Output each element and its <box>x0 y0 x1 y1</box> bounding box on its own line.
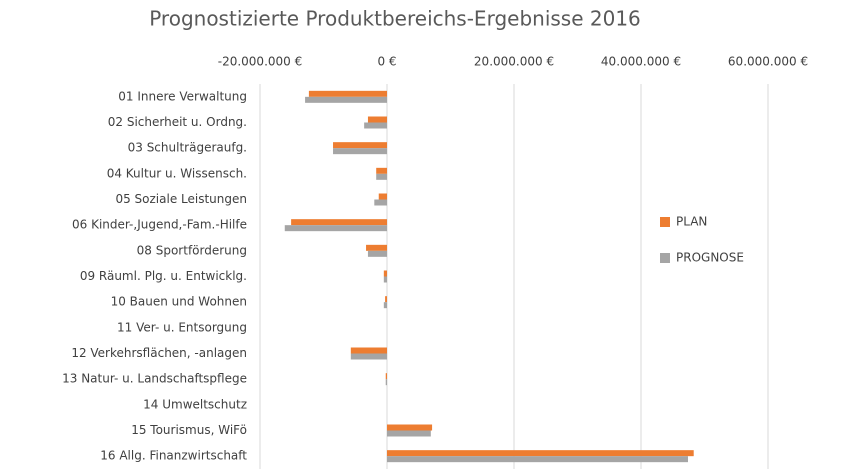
y-tick-label: 04 Kultur u. Wissensch. <box>107 166 247 180</box>
x-tick-label: -20.000.000 € <box>218 55 303 69</box>
y-tick-label: 02 Sicherheit u. Ordng. <box>108 115 247 129</box>
bar <box>385 296 387 303</box>
bar <box>308 90 387 97</box>
bar <box>333 142 387 149</box>
y-tick-label: 16 Allg. Finanzwirtschaft <box>100 449 247 463</box>
bar <box>291 219 387 226</box>
y-tick-label: 14 Umweltschutz <box>143 397 247 411</box>
x-tick-label: 60.000.000 € <box>728 55 808 69</box>
y-tick-label: 03 Schulträgeraufg. <box>128 141 247 155</box>
bar <box>385 373 387 380</box>
x-tick-label: 40.000.000 € <box>601 55 681 69</box>
y-tick-label: 12 Verkehrsflächen, -anlagen <box>71 346 247 360</box>
bar <box>383 276 387 283</box>
bar <box>366 244 387 251</box>
bar <box>367 116 387 123</box>
legend-swatch <box>660 217 670 227</box>
bar <box>383 302 387 309</box>
bar <box>387 456 688 463</box>
x-tick-label: 20.000.000 € <box>474 55 554 69</box>
y-tick-label: 05 Soziale Leistungen <box>115 192 247 206</box>
bar <box>376 173 387 180</box>
bar <box>284 225 387 232</box>
bar <box>367 250 387 257</box>
x-tick-label: 0 € <box>377 55 396 69</box>
y-tick-label: 08 Sportförderung <box>137 243 247 257</box>
chart-title: Prognostizierte Produktbereichs-Ergebnis… <box>149 7 641 31</box>
bar <box>385 379 387 386</box>
y-tick-label: 01 Innere Verwaltung <box>118 89 247 103</box>
bar <box>333 148 387 155</box>
bar <box>387 430 431 437</box>
y-tick-label: 11 Ver- u. Entsorgung <box>117 320 247 334</box>
y-tick-label: 10 Bauen und Wohnen <box>111 295 247 309</box>
bar <box>387 424 433 431</box>
y-tick-label: 15 Tourismus, WiFö <box>131 423 247 437</box>
legend-label: PROGNOSE <box>676 251 744 265</box>
bar <box>383 270 387 277</box>
bar <box>378 193 387 200</box>
legend-label: PLAN <box>676 215 707 229</box>
y-tick-label: 13 Natur- u. Landschaftspflege <box>62 372 247 386</box>
bar <box>350 353 387 360</box>
bar <box>387 450 694 457</box>
bar <box>374 199 387 206</box>
legend-swatch <box>660 253 670 263</box>
bar <box>350 347 387 354</box>
y-tick-label: 09 Räuml. Plg. u. Entwicklg. <box>80 269 247 283</box>
bar <box>364 122 387 129</box>
y-tick-label: 06 Kinder-,Jugend,-Fam.-Hilfe <box>72 218 247 232</box>
bar <box>305 96 387 103</box>
bar <box>376 167 387 174</box>
